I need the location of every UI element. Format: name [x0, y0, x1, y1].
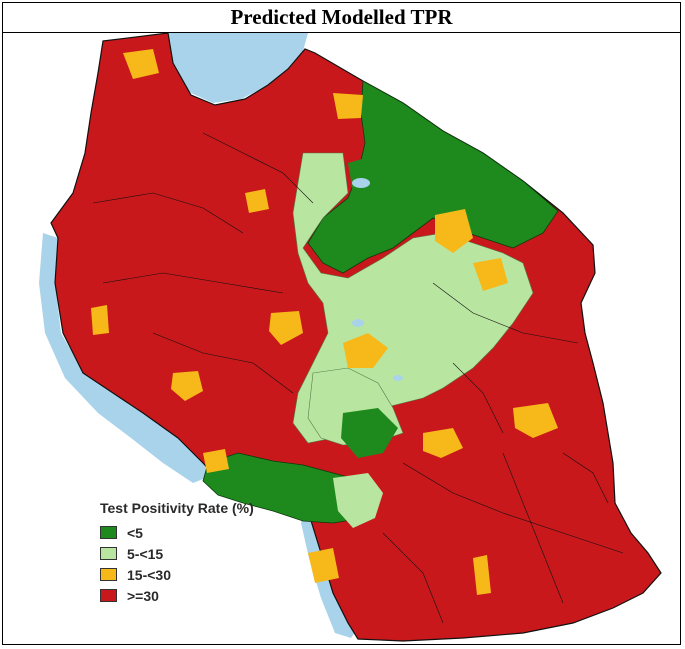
- district-boundaries: [92, 132, 624, 624]
- zone-5-15-southwest: [333, 473, 383, 528]
- legend-swatch-15-30: [100, 568, 117, 581]
- zone-lt5-central: [348, 153, 393, 203]
- legend-item-15-30: 15-<30: [100, 564, 320, 585]
- legend-label-5-15: 5-<15: [127, 545, 164, 562]
- zone-15-30-d: [343, 333, 388, 368]
- map-area: [3, 32, 680, 644]
- legend-item-ge30: >=30: [100, 585, 320, 606]
- lake-inland-1: [352, 178, 370, 188]
- legend-item-5-15: 5-<15: [100, 543, 320, 564]
- legend-swatch-5-15: [100, 547, 117, 560]
- zone-lt5-mid: [341, 408, 398, 458]
- zone-15-30-i: [245, 189, 269, 213]
- legend: Test Positivity Rate (%) <5 5-<15 15-<30…: [100, 500, 320, 606]
- zone-15-30-k: [473, 555, 491, 595]
- legend-swatch-lt5: [100, 526, 117, 539]
- lake-inland-3: [393, 375, 403, 381]
- zone-15-30-b: [269, 311, 303, 345]
- zone-15-30-c: [171, 371, 203, 401]
- zone-15-30-l: [203, 449, 229, 473]
- zone-15-30-n: [473, 258, 508, 291]
- legend-title: Test Positivity Rate (%): [100, 500, 254, 516]
- legend-label-15-30: 15-<30: [127, 566, 171, 583]
- zone-15-30-f: [423, 428, 463, 458]
- lake-victoria: [168, 33, 308, 103]
- zone-15-30-h: [123, 49, 159, 79]
- map-title: Predicted Modelled TPR: [230, 5, 453, 29]
- title-bar: Predicted Modelled TPR: [3, 3, 680, 33]
- zone-lt5-northeast: [307, 80, 559, 274]
- zone-15-30-j: [308, 548, 339, 583]
- zone-15-30-e: [513, 403, 558, 438]
- zone-15-30-m: [91, 305, 109, 335]
- legend-label-lt5: <5: [127, 524, 143, 541]
- zone-15-30-a: [435, 209, 473, 253]
- legend-label-ge30: >=30: [127, 587, 159, 604]
- legend-item-lt5: <5: [100, 522, 320, 543]
- legend-swatch-ge30: [100, 589, 117, 602]
- tpr-map: [39, 32, 662, 642]
- lake-inland-2: [352, 319, 364, 327]
- zone-15-30-g: [333, 93, 363, 119]
